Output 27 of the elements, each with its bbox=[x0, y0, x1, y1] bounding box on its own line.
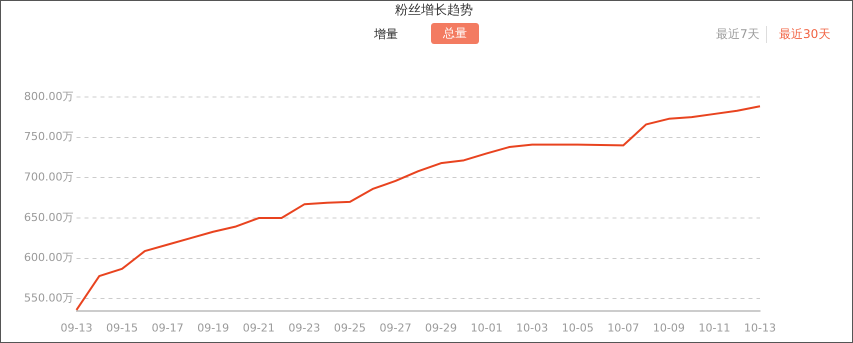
x-tick-label: 09-19 bbox=[197, 321, 230, 334]
y-tick-label: 550.00万 bbox=[24, 292, 74, 305]
x-tick-label: 09-13 bbox=[60, 321, 92, 334]
y-tick-label: 600.00万 bbox=[24, 251, 74, 264]
y-tick-label: 700.00万 bbox=[24, 170, 74, 184]
text: 最近7天 bbox=[716, 26, 767, 43]
x-tick-label: 09-25 bbox=[334, 321, 366, 334]
x-tick-label: 10-11 bbox=[698, 321, 730, 334]
x-tick-label: 10-07 bbox=[607, 321, 640, 334]
y-tick-label: 750.00万 bbox=[24, 130, 74, 144]
x-tick-label: 09-29 bbox=[425, 321, 458, 334]
text: 增量 bbox=[374, 26, 398, 43]
x-tick-label: 09-27 bbox=[379, 321, 412, 334]
x-tick-label: 10-09 bbox=[652, 321, 685, 334]
x-tick-label: 09-15 bbox=[106, 321, 138, 334]
x-tick-label: 10-05 bbox=[562, 321, 594, 334]
x-tick-label: 10-03 bbox=[516, 321, 548, 334]
x-tick-label: 09-23 bbox=[288, 321, 320, 334]
x-tick-label: 10-01 bbox=[470, 321, 503, 334]
text: 总量 bbox=[431, 23, 479, 44]
text: 最近30天 bbox=[779, 26, 830, 43]
chart-title: 粉丝增长趋势 bbox=[394, 2, 474, 19]
x-tick-label: 10-13 bbox=[744, 321, 776, 334]
x-tick-label: 09-21 bbox=[242, 321, 275, 334]
y-tick-label: 650.00万 bbox=[24, 210, 74, 224]
y-tick-label: 800.00万 bbox=[24, 90, 74, 103]
x-tick-label: 09-17 bbox=[152, 321, 184, 334]
